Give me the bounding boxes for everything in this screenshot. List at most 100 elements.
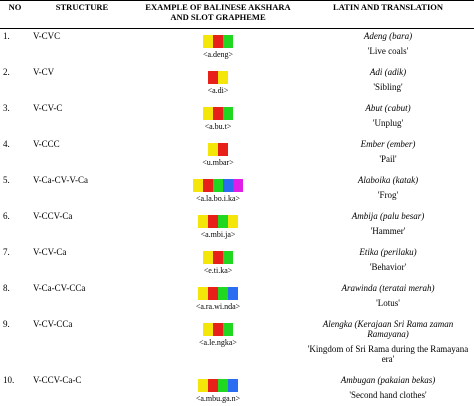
akshara-blocks bbox=[198, 379, 238, 392]
slot-block bbox=[198, 287, 208, 300]
slot-block bbox=[228, 379, 238, 392]
slot-block bbox=[228, 287, 238, 300]
example: <a.di> bbox=[134, 65, 302, 101]
slot-block bbox=[228, 215, 238, 228]
slot-block bbox=[218, 287, 228, 300]
latin-translation: Etika (perilaku) 'Behavior' bbox=[302, 245, 474, 281]
slot-block bbox=[223, 323, 233, 336]
translation: 'Hammer' bbox=[305, 226, 471, 236]
latin-translation: Abut (cabut) 'Unplug' bbox=[302, 101, 474, 137]
structure: V-CCV-Ca-C bbox=[30, 373, 134, 406]
slot-grapheme: <a.le.ngka> bbox=[137, 338, 299, 347]
akshara-blocks bbox=[203, 251, 233, 264]
table-body: 1.V-CVC<a.deng>Adeng (bara)'Live coals'2… bbox=[0, 29, 474, 406]
number: 10. bbox=[0, 373, 30, 406]
akshara-blocks bbox=[198, 215, 238, 228]
slot-block bbox=[203, 107, 213, 120]
number: 9. bbox=[0, 317, 30, 373]
slot-block bbox=[213, 107, 223, 120]
translation: 'Behavior' bbox=[305, 262, 471, 272]
slot-grapheme: <a.mbu.ga.n> bbox=[137, 394, 299, 403]
slot-block bbox=[213, 179, 223, 192]
slot-block bbox=[218, 215, 228, 228]
latin: Alaboika (katak) bbox=[305, 175, 471, 185]
slot-grapheme: <a.di> bbox=[137, 86, 299, 95]
header: NO bbox=[0, 1, 30, 29]
translation: 'Pail' bbox=[305, 154, 471, 164]
row: 6.V-CCV-Ca<a.mbi.ja>Ambija (palu besar)'… bbox=[0, 209, 474, 245]
header: LATIN AND TRANSLATION bbox=[302, 1, 474, 29]
slot-block bbox=[223, 179, 233, 192]
latin-translation: Adi (adik)'Sibling' bbox=[302, 65, 474, 101]
slot-block bbox=[213, 35, 223, 48]
latin-translation: Alaboika (katak) 'Frog' bbox=[302, 173, 474, 209]
slot-block bbox=[208, 287, 218, 300]
slot-grapheme: <u.mbar> bbox=[137, 158, 299, 167]
structure: V-CV bbox=[30, 65, 134, 101]
structure: V-CV-Ca bbox=[30, 245, 134, 281]
slot-block bbox=[203, 323, 213, 336]
latin: Adi (adik) bbox=[305, 67, 471, 77]
latin-translation: Arawinda (teratai merah)'Lotus' bbox=[302, 281, 474, 317]
structure: V-CVC bbox=[30, 29, 134, 66]
slot-grapheme: <a.bu.t> bbox=[137, 122, 299, 131]
example: <a.la.bo.i.ka> bbox=[134, 173, 302, 209]
latin: Adeng (bara) bbox=[305, 31, 471, 41]
header-row: NO STRUCTURE EXAMPLE OF BALINESE AKSHARA… bbox=[0, 1, 474, 29]
slot-block bbox=[223, 35, 233, 48]
slot-block bbox=[208, 379, 218, 392]
translation: 'Unplug' bbox=[305, 118, 471, 128]
example: <a.ra.wi.nda> bbox=[134, 281, 302, 317]
latin: Ambugan (pakaian bekas) bbox=[305, 375, 471, 385]
example: <a.le.ngka> bbox=[134, 317, 302, 373]
header: STRUCTURE bbox=[30, 1, 134, 29]
slot-block bbox=[223, 251, 233, 264]
structure: V-CCC bbox=[30, 137, 134, 173]
number: 5. bbox=[0, 173, 30, 209]
latin-translation: Ember (ember) 'Pail' bbox=[302, 137, 474, 173]
structure: V-CV-CCa bbox=[30, 317, 134, 373]
akshara-blocks bbox=[198, 287, 238, 300]
number: 1. bbox=[0, 29, 30, 66]
example: <a.deng> bbox=[134, 29, 302, 66]
header: EXAMPLE OF BALINESE AKSHARA AND SLOT GRA… bbox=[134, 1, 302, 29]
slot-block bbox=[193, 179, 203, 192]
row: 5.V-Ca-CV-V-Ca<a.la.bo.i.ka>Alaboika (ka… bbox=[0, 173, 474, 209]
slot-block bbox=[203, 179, 213, 192]
slot-block bbox=[203, 35, 213, 48]
slot-block bbox=[223, 107, 233, 120]
slot-block bbox=[218, 71, 228, 84]
number: 3. bbox=[0, 101, 30, 137]
latin: Ember (ember) bbox=[305, 139, 471, 149]
example: <a.bu.t> bbox=[134, 101, 302, 137]
slot-block bbox=[198, 215, 208, 228]
latin: Etika (perilaku) bbox=[305, 247, 471, 257]
structure: V-Ca-CV-V-Ca bbox=[30, 173, 134, 209]
latin-translation: Ambugan (pakaian bekas) 'Second hand clot… bbox=[302, 373, 474, 406]
translation: 'Frog' bbox=[305, 190, 471, 200]
example: <a.mbi.ja> bbox=[134, 209, 302, 245]
example: <u.mbar> bbox=[134, 137, 302, 173]
example: <e.ti.ka> bbox=[134, 245, 302, 281]
latin-translation: Alengka (Kerajaan Sri Rama zaman Ramayan… bbox=[302, 317, 474, 373]
number: 6. bbox=[0, 209, 30, 245]
number: 2. bbox=[0, 65, 30, 101]
slot-block bbox=[198, 379, 208, 392]
slot-block bbox=[213, 323, 223, 336]
row: 9.V-CV-CCa<a.le.ngka>Alengka (Kerajaan S… bbox=[0, 317, 474, 373]
latin: Abut (cabut) bbox=[305, 103, 471, 113]
row: 8.V-Ca-CV-CCa<a.ra.wi.nda>Arawinda (tera… bbox=[0, 281, 474, 317]
slot-block bbox=[208, 71, 218, 84]
row: 10.V-CCV-Ca-C<a.mbu.ga.n>Ambugan (pakaia… bbox=[0, 373, 474, 406]
number: 7. bbox=[0, 245, 30, 281]
translation: 'Kingdom of Sri Rama during the Ramayana… bbox=[305, 344, 471, 364]
akshara-blocks bbox=[203, 323, 233, 336]
row: 7.V-CV-Ca<e.ti.ka>Etika (perilaku) 'Behav… bbox=[0, 245, 474, 281]
slot-block bbox=[233, 179, 243, 192]
akshara-blocks bbox=[203, 35, 233, 48]
slot-block bbox=[218, 143, 228, 156]
translation: 'Second hand clothes' bbox=[305, 390, 471, 400]
akshara-blocks bbox=[208, 71, 228, 84]
